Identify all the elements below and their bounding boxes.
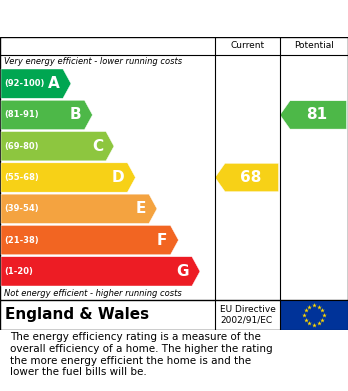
Polygon shape: [1, 69, 71, 98]
Text: 68: 68: [240, 170, 261, 185]
Polygon shape: [1, 100, 93, 129]
Text: (1-20): (1-20): [4, 267, 33, 276]
Polygon shape: [1, 194, 157, 223]
Text: 81: 81: [307, 108, 327, 122]
Text: F: F: [157, 233, 167, 248]
Text: E: E: [136, 201, 146, 216]
Bar: [280, 300, 348, 330]
Text: The energy efficiency rating is a measure of the
overall efficiency of a home. T: The energy efficiency rating is a measur…: [10, 332, 273, 377]
Text: Energy Efficiency Rating: Energy Efficiency Rating: [7, 11, 228, 26]
Polygon shape: [280, 101, 347, 129]
Text: (69-80): (69-80): [4, 142, 39, 151]
Polygon shape: [1, 163, 135, 192]
Text: England & Wales: England & Wales: [5, 307, 149, 323]
Text: B: B: [70, 108, 81, 122]
Polygon shape: [215, 163, 278, 192]
Text: (81-91): (81-91): [4, 110, 39, 119]
Text: Potential: Potential: [294, 41, 334, 50]
Text: Not energy efficient - higher running costs: Not energy efficient - higher running co…: [4, 289, 182, 298]
Text: (55-68): (55-68): [4, 173, 39, 182]
Polygon shape: [1, 226, 179, 255]
Text: Very energy efficient - lower running costs: Very energy efficient - lower running co…: [4, 57, 182, 66]
Text: EU Directive
2002/91/EC: EU Directive 2002/91/EC: [220, 305, 276, 325]
Text: D: D: [112, 170, 125, 185]
Polygon shape: [1, 131, 114, 161]
Text: C: C: [92, 139, 103, 154]
Text: A: A: [48, 76, 60, 91]
Text: Current: Current: [230, 41, 264, 50]
Text: (21-38): (21-38): [4, 235, 39, 245]
Text: (39-54): (39-54): [4, 204, 39, 213]
Text: (92-100): (92-100): [4, 79, 45, 88]
Polygon shape: [1, 257, 200, 286]
Text: G: G: [176, 264, 189, 279]
